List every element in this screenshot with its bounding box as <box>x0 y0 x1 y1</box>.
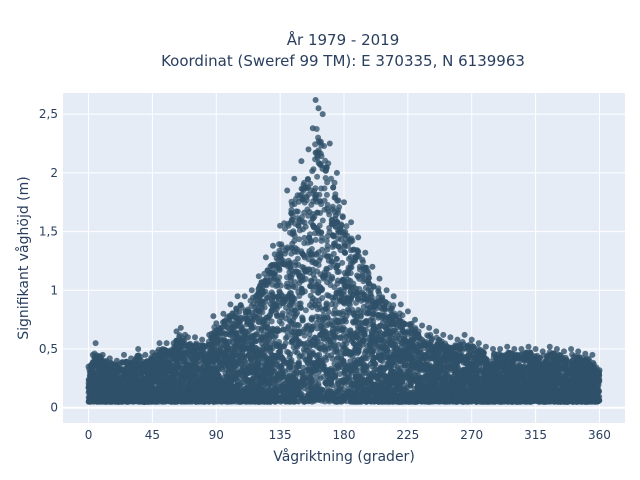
data-point <box>329 203 336 210</box>
data-point <box>390 302 397 309</box>
data-point <box>318 237 325 244</box>
data-point <box>314 173 321 180</box>
data-point <box>321 185 328 192</box>
data-point <box>323 237 330 244</box>
data-point <box>330 250 337 257</box>
data-point <box>331 208 338 215</box>
data-point <box>343 223 350 230</box>
data-point <box>316 222 323 229</box>
data-point <box>347 254 354 260</box>
data-point <box>233 306 240 312</box>
data-point <box>282 335 289 342</box>
data-point <box>289 201 296 208</box>
data-points <box>85 97 603 405</box>
data-point <box>332 302 339 309</box>
data-point <box>301 209 308 216</box>
data-point <box>321 251 328 258</box>
data-point <box>569 351 576 358</box>
data-point <box>241 358 248 365</box>
chart-title-line1: År 1979 - 2019 <box>287 30 400 49</box>
chart-title-line2: Koordinat (Sweref 99 TM): E 370335, N 61… <box>161 52 525 70</box>
data-point <box>335 354 341 361</box>
data-point <box>337 286 344 293</box>
data-point <box>302 307 309 314</box>
data-point <box>276 274 283 281</box>
data-point <box>319 217 326 224</box>
data-point <box>328 352 335 359</box>
data-point <box>339 259 346 266</box>
data-point <box>359 272 366 279</box>
data-point <box>301 234 308 241</box>
data-point <box>375 285 382 292</box>
data-point <box>331 179 338 186</box>
data-point <box>280 343 287 350</box>
data-point <box>360 278 367 285</box>
